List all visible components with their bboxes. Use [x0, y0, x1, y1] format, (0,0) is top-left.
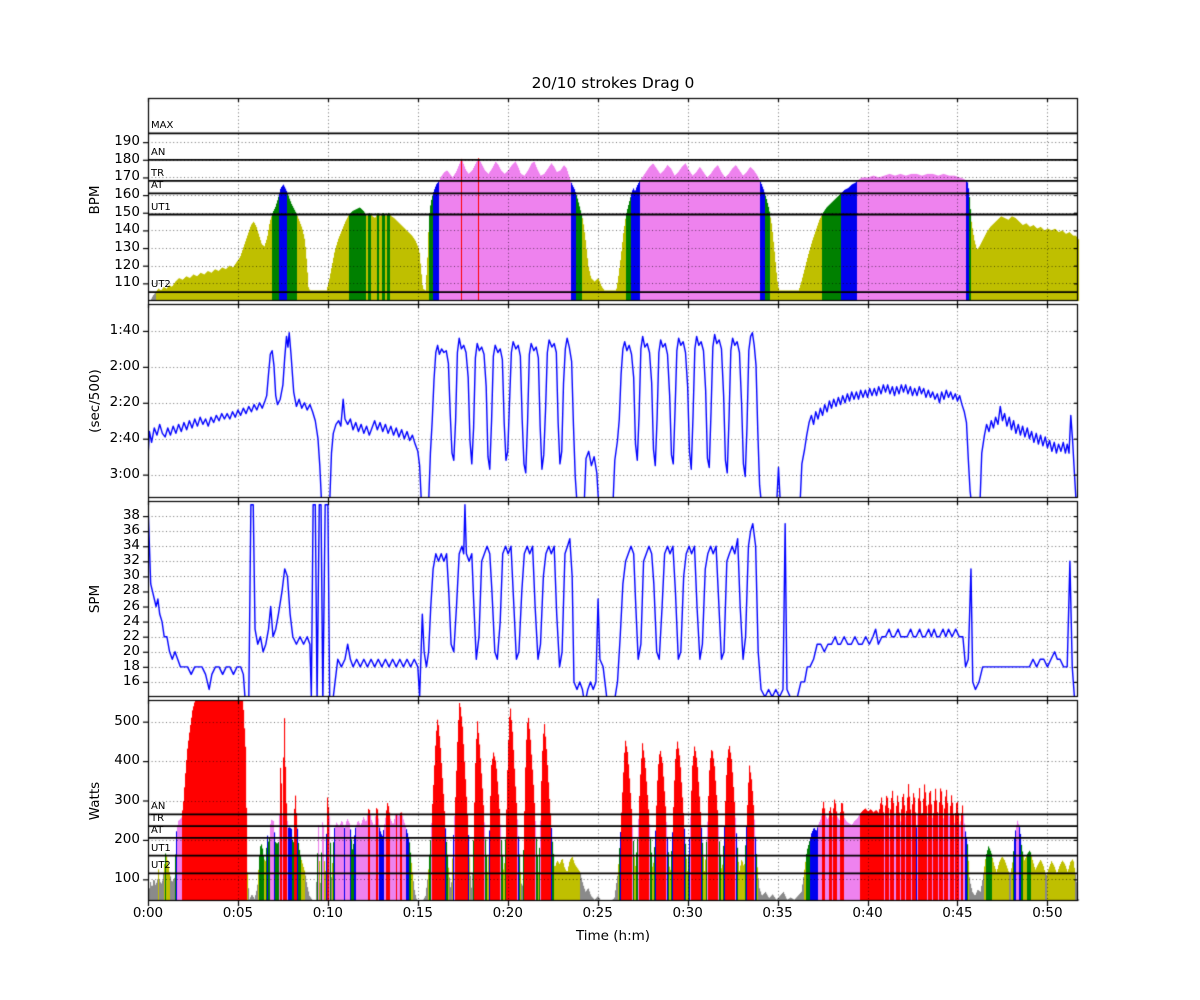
y-tick-label-spm: 16 [122, 672, 140, 689]
x-tick-label: 0:00 [132, 905, 164, 921]
y-tick-label-pace: 2:20 [109, 393, 140, 410]
y-tick-label-spm: 22 [122, 627, 140, 644]
y-tick-label-spm: 38 [122, 507, 140, 524]
x-tick-label: 0:50 [1032, 905, 1063, 921]
y-tick-label-watts: 500 [114, 712, 140, 729]
y-tick-label-bpm: 150 [114, 203, 140, 220]
x-tick-label: 0:25 [582, 905, 613, 921]
y-tick-label-pace: 2:40 [109, 429, 140, 446]
y-tick-label-bpm: 180 [114, 150, 140, 167]
y-tick-label-watts: 400 [114, 752, 140, 769]
y-tick-label-bpm: 140 [114, 221, 140, 238]
y-tick-label-spm: 24 [122, 612, 140, 629]
zone-line-label-bpm-ut1: UT1 [151, 201, 171, 213]
y-tick-label-bpm: 120 [114, 256, 140, 273]
y-tick-label-bpm: 190 [114, 133, 140, 150]
x-tick-label: 0:20 [492, 905, 523, 921]
y-tick-label-spm: 28 [122, 582, 140, 599]
zone-line-label-bpm-tr: TR [151, 167, 165, 179]
x-tick-label: 0:15 [402, 905, 433, 921]
y-axis-label-bpm: BPM [87, 184, 103, 215]
y-tick-label-spm: 18 [122, 657, 140, 674]
x-tick-label: 0:30 [672, 905, 703, 921]
y-tick-label-pace: 3:00 [109, 465, 140, 482]
y-tick-label-pace: 1:40 [109, 321, 140, 338]
y-tick-label-spm: 20 [122, 642, 140, 659]
y-tick-label-bpm: 110 [114, 274, 140, 291]
zone-line-label-watts-tr: TR [151, 813, 165, 825]
y-tick-label-spm: 26 [122, 597, 140, 614]
x-tick-label: 0:05 [222, 905, 254, 921]
zone-line-label-bpm-max: MAX [151, 120, 174, 132]
zone-line-label-watts-an: AN [151, 801, 166, 813]
y-tick-label-bpm: 170 [114, 168, 140, 185]
zone-line-label-watts-at: AT [151, 824, 164, 836]
y-tick-label-spm: 34 [122, 537, 140, 554]
zone-line-label-bpm-ut2: UT2 [151, 279, 171, 291]
zone-line-label-watts-ut1: UT1 [151, 842, 171, 854]
y-axis-label-watts: Watts [87, 781, 103, 820]
y-tick-label-spm: 36 [122, 522, 140, 539]
y-tick-label-watts: 300 [114, 791, 140, 808]
zone-line-label-bpm-at: AT [151, 180, 164, 192]
x-tick-label: 0:10 [312, 905, 344, 921]
y-tick-label-bpm: 160 [114, 186, 140, 203]
x-axis-title: Time (h:m) [575, 928, 651, 944]
zone-line-label-bpm-an: AN [151, 146, 166, 158]
x-tick-label: 0:35 [762, 905, 793, 921]
zone-line-label-watts-ut2: UT2 [151, 860, 171, 872]
y-tick-label-spm: 30 [122, 567, 140, 584]
x-tick-label: 0:45 [942, 905, 973, 921]
chart-title: 20/10 strokes Drag 0 [531, 74, 695, 92]
y-axis-label-pace: (sec/500) [87, 369, 103, 433]
y-tick-label-watts: 200 [114, 830, 140, 847]
y-axis-label-spm: SPM [87, 584, 103, 614]
y-tick-label-spm: 32 [122, 552, 140, 569]
y-tick-label-pace: 2:00 [109, 357, 140, 374]
x-tick-label: 0:40 [852, 905, 883, 921]
y-tick-label-bpm: 130 [114, 239, 140, 256]
y-tick-label-watts: 100 [114, 870, 140, 887]
